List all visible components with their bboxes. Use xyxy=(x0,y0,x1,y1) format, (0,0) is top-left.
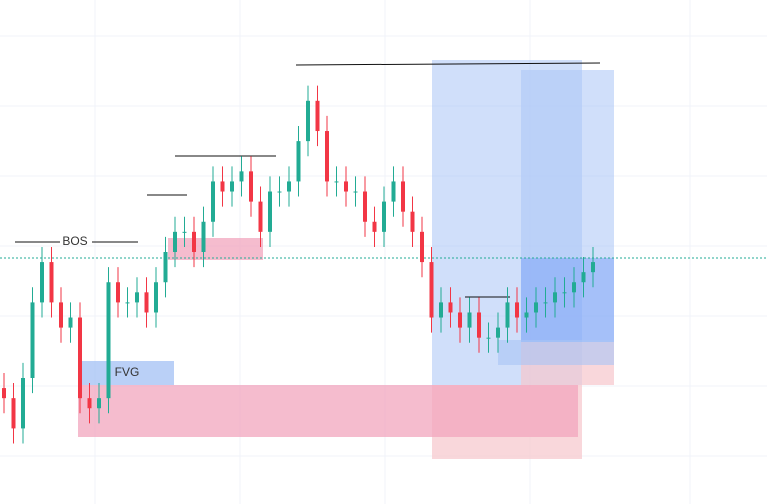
candle-body xyxy=(135,292,139,303)
candle-body xyxy=(420,231,424,263)
candle-body xyxy=(287,181,291,192)
zones xyxy=(78,60,614,459)
candle-body xyxy=(211,181,215,222)
candle-body xyxy=(87,398,92,409)
order-block xyxy=(78,385,578,437)
candle-body xyxy=(344,181,348,192)
candle-body xyxy=(391,181,396,202)
candle-body xyxy=(382,201,386,232)
candle-body xyxy=(21,378,25,429)
candle-body xyxy=(439,302,443,318)
candle-body xyxy=(163,252,168,283)
candle-body xyxy=(125,302,130,304)
candle-body xyxy=(116,282,120,303)
candle-body xyxy=(448,302,453,313)
candle-body xyxy=(40,262,44,303)
candle-body xyxy=(258,201,263,232)
candle-body xyxy=(106,282,111,399)
candle-body xyxy=(467,312,472,328)
candle-body xyxy=(410,211,415,232)
candle-body xyxy=(429,262,434,318)
candle-body xyxy=(572,282,576,293)
candle-body xyxy=(30,302,35,378)
candle-body xyxy=(372,221,377,232)
candle-body xyxy=(496,327,500,338)
candle-body xyxy=(277,191,282,193)
candle-body xyxy=(78,317,82,399)
candle-body xyxy=(458,312,462,328)
candle-body xyxy=(268,191,272,232)
candle-body xyxy=(201,221,206,252)
candle-body xyxy=(220,181,225,192)
candle-body xyxy=(230,181,234,192)
candle-body xyxy=(334,181,339,183)
candle-body xyxy=(144,292,149,313)
candle-body xyxy=(477,312,481,338)
candle-body xyxy=(524,312,529,318)
candle-body xyxy=(239,171,244,182)
candle-body xyxy=(49,262,54,303)
candle-body xyxy=(543,302,548,304)
candle-body xyxy=(515,302,519,318)
candle-body xyxy=(562,292,567,294)
candle-body xyxy=(182,231,187,233)
candle-body xyxy=(363,191,367,222)
long-zone xyxy=(521,258,614,342)
structure-lines xyxy=(15,62,601,298)
fvg-label: FVG xyxy=(115,365,140,379)
candle-body xyxy=(249,171,253,202)
candle-body xyxy=(306,100,310,142)
order-block xyxy=(168,238,263,260)
fvg-zone xyxy=(498,340,614,365)
candle-body xyxy=(581,272,586,283)
candle-body xyxy=(401,181,405,212)
candle-body xyxy=(192,231,196,252)
candle-body xyxy=(315,100,320,132)
bos-label: BOS xyxy=(62,234,87,248)
candle-body xyxy=(353,191,358,193)
candle-body xyxy=(11,398,16,429)
candle-body xyxy=(486,337,491,339)
candle-body xyxy=(68,317,73,328)
candle-body xyxy=(553,292,557,303)
candle-body xyxy=(325,131,329,182)
candle-body xyxy=(2,388,6,399)
candle-body xyxy=(173,231,177,252)
candle-body xyxy=(59,302,63,328)
candle-body xyxy=(505,302,510,328)
candle-body xyxy=(534,302,538,313)
candle-body xyxy=(591,262,595,273)
candle-body xyxy=(97,398,101,409)
fvg-zone xyxy=(82,361,174,385)
candle-body xyxy=(296,141,301,182)
candle-body xyxy=(154,282,158,313)
